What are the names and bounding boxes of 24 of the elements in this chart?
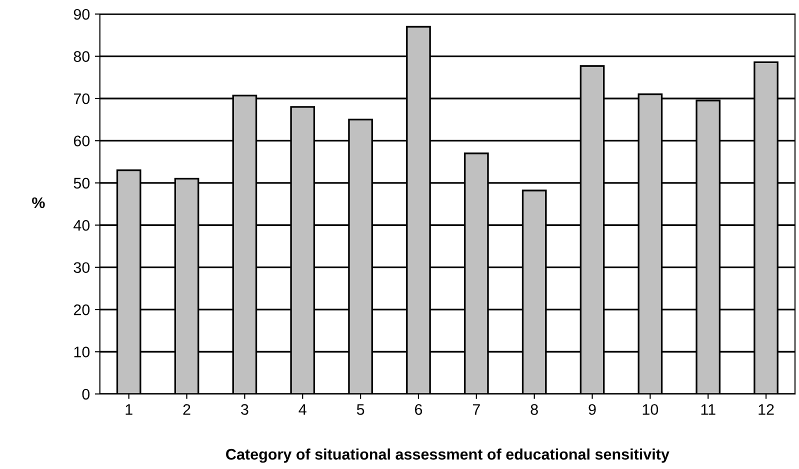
x-axis-title: Category of situational assessment of educational sensitivity: [226, 448, 670, 463]
x-tick-label: 10: [642, 404, 658, 415]
x-tick-label: 3: [241, 404, 248, 415]
y-axis-title: %: [32, 197, 45, 208]
y-tick-label: 30: [74, 262, 90, 274]
y-tick-label: 50: [74, 178, 90, 189]
y-tick-label: 80: [74, 51, 90, 62]
x-tick-label: 2: [183, 404, 190, 415]
x-tick-label: 7: [472, 404, 480, 415]
y-tick-label: 20: [74, 304, 90, 316]
y-tick-label: 90: [74, 8, 90, 20]
y-tick-label: 40: [74, 220, 90, 231]
y-tick-label: 0: [82, 388, 90, 400]
y-tick-label: 70: [74, 93, 90, 104]
x-tick-label: 11: [701, 404, 716, 415]
y-tick-label: 60: [74, 136, 90, 146]
y-tick-label: 10: [74, 346, 90, 358]
x-tick-label: 8: [530, 404, 538, 415]
x-tick-label: 12: [758, 404, 774, 415]
x-tick-label: 6: [415, 404, 422, 415]
x-tick-label: 1: [126, 404, 132, 415]
x-tick-label: 9: [588, 404, 596, 415]
x-tick-label: 5: [356, 404, 364, 415]
x-tick-label: 4: [298, 404, 306, 415]
